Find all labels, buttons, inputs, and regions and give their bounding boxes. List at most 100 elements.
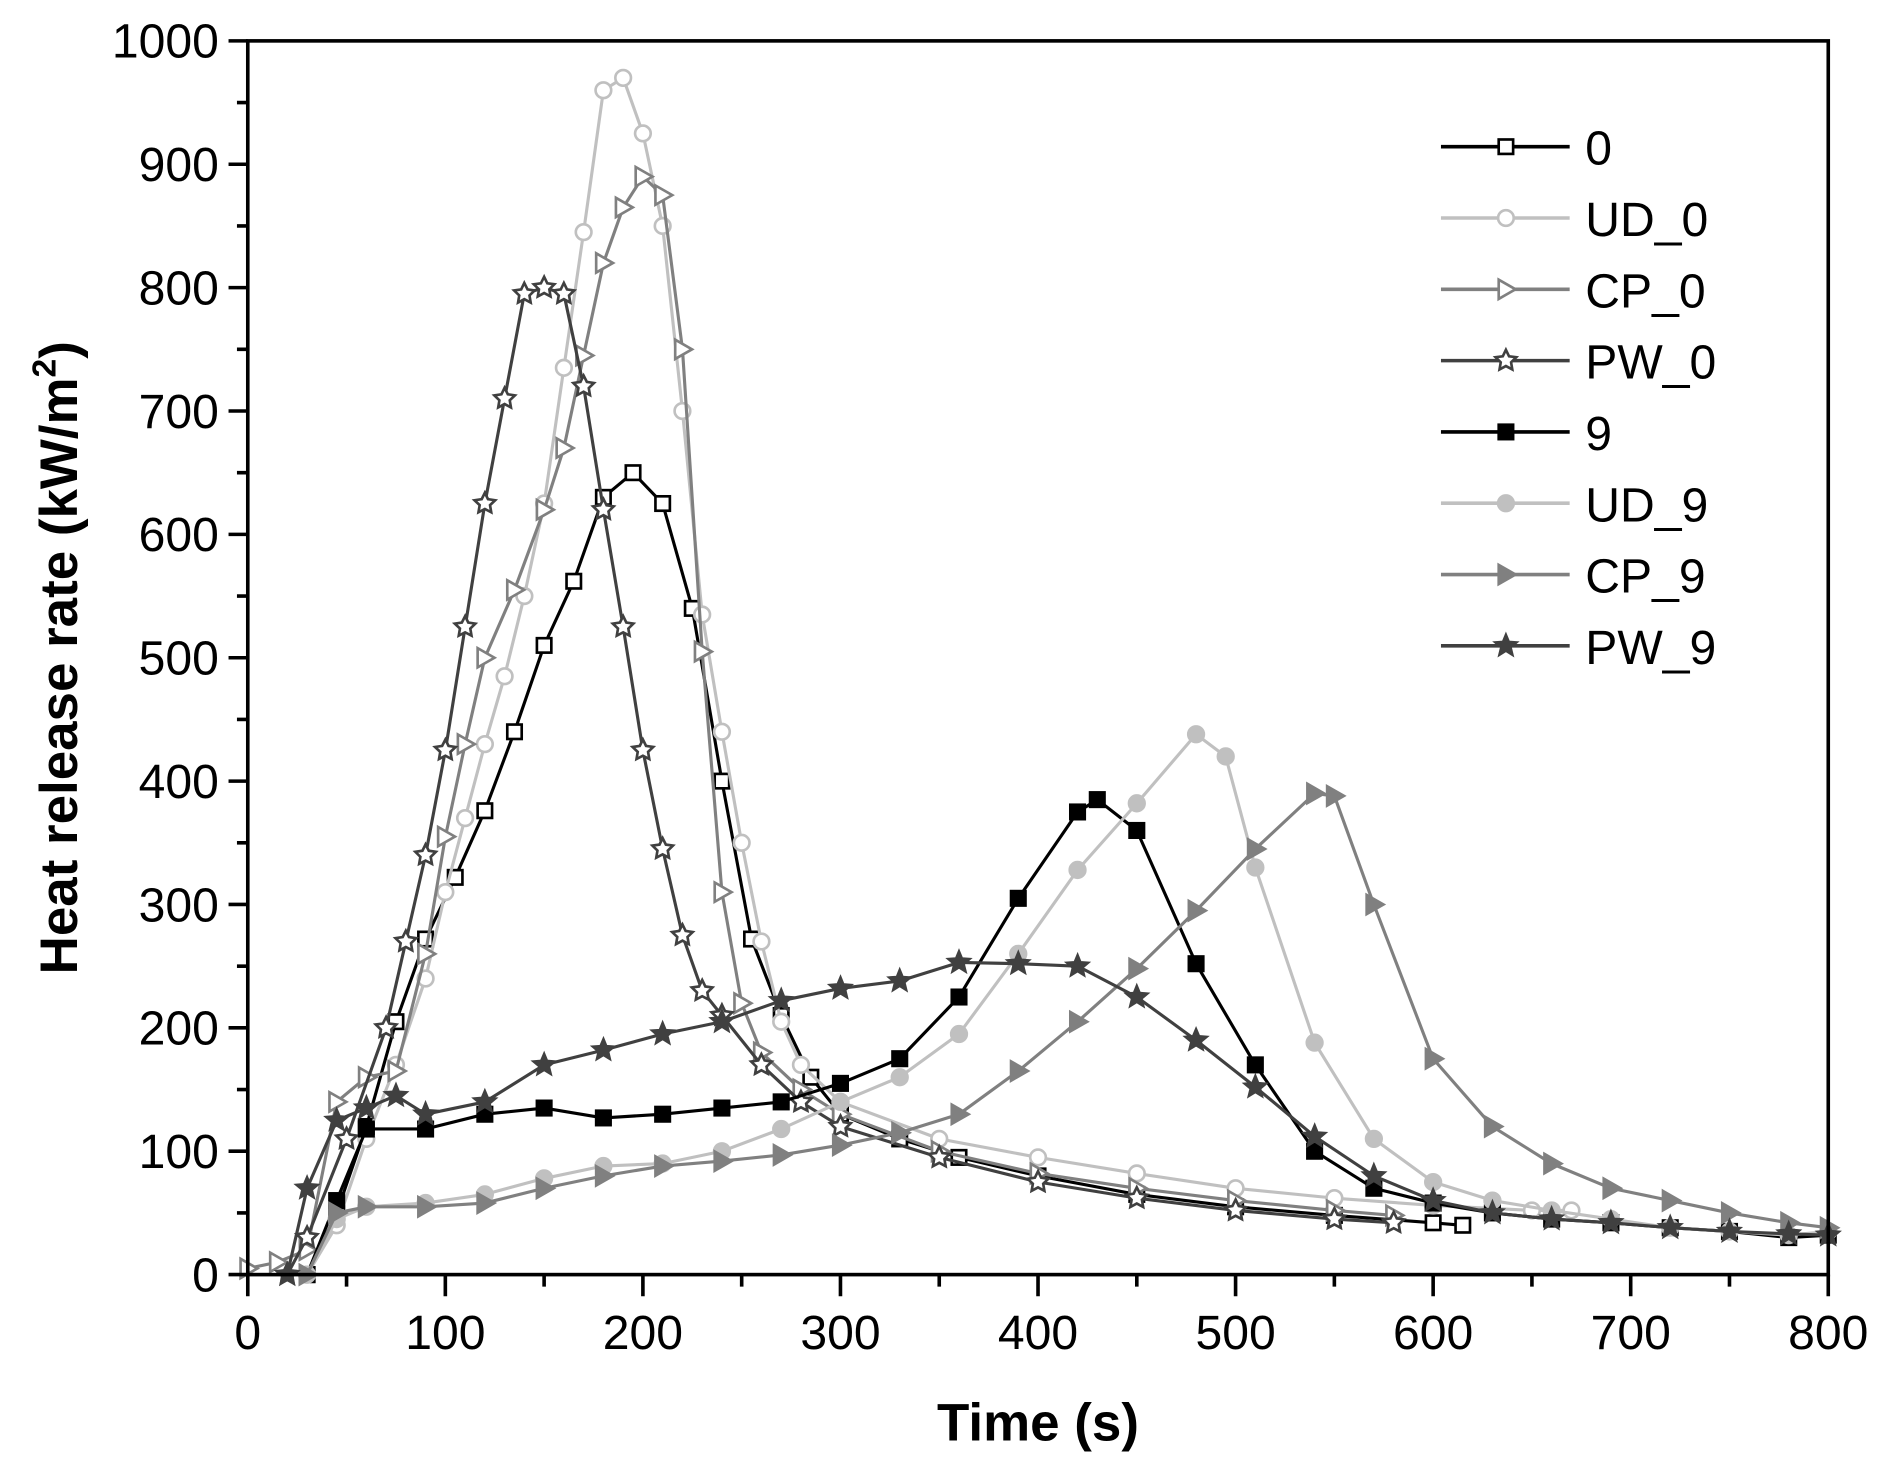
x-tick-label: 400 [998, 1306, 1078, 1360]
legend-marker [1497, 277, 1519, 302]
data-point [1424, 1046, 1446, 1071]
data-point [1321, 1205, 1348, 1231]
data-point [654, 1154, 675, 1178]
data-point [565, 572, 583, 590]
data-point [732, 833, 751, 852]
data-point [589, 1035, 617, 1062]
data-point [495, 667, 514, 686]
legend-marker [1492, 631, 1520, 658]
data-point [554, 358, 574, 377]
data-point [476, 645, 498, 670]
x-tick-label: 800 [1788, 1306, 1868, 1360]
data-point [530, 1050, 558, 1077]
data-point [1306, 1142, 1324, 1160]
data-point [1182, 1026, 1210, 1052]
data-point [392, 927, 419, 953]
data-point [1424, 1214, 1442, 1232]
data-point [673, 337, 695, 362]
data-point [886, 966, 914, 993]
data-point [1186, 725, 1206, 744]
data-point [293, 1223, 321, 1249]
x-tick-label: 200 [603, 1306, 683, 1360]
data-point [471, 489, 499, 515]
data-point [1597, 1208, 1625, 1235]
y-tick-label: 700 [139, 385, 219, 439]
data-point [1009, 1059, 1031, 1083]
data-point [654, 494, 672, 513]
data-point [831, 1133, 853, 1157]
data-point [752, 932, 771, 951]
data-point [505, 577, 527, 602]
data-point [649, 835, 676, 861]
data-point [654, 1105, 672, 1123]
data-point [1187, 898, 1209, 923]
data-point [594, 1109, 612, 1127]
data-point [950, 988, 968, 1006]
y-tick-label: 200 [139, 1002, 219, 1056]
data-point [357, 1194, 379, 1219]
data-point [1127, 794, 1146, 813]
data-point [802, 1068, 820, 1086]
legend-label: CP_0 [1585, 264, 1705, 318]
data-point [511, 279, 538, 305]
legend-label: UD_0 [1585, 193, 1708, 247]
y-tick-label: 1000 [112, 15, 219, 69]
data-point [826, 974, 855, 1000]
legend-item: UD_0 [1440, 193, 1708, 247]
data-point [505, 723, 524, 741]
legend-label: CP_9 [1585, 550, 1705, 604]
x-tick-label: 600 [1393, 1306, 1473, 1360]
data-point [594, 81, 613, 100]
data-point [1241, 1072, 1269, 1099]
data-point [733, 991, 754, 1016]
series-pw-0 [274, 273, 1407, 1286]
legend-label: PW_0 [1585, 336, 1716, 390]
data-point [1543, 1151, 1564, 1176]
y-tick-label: 600 [139, 508, 219, 562]
legend-item: 0 [1440, 122, 1612, 176]
data-point [624, 464, 642, 482]
data-point [1360, 1161, 1388, 1188]
legend-marker [1497, 562, 1519, 587]
legend-label: 9 [1585, 407, 1612, 461]
data-point [649, 1019, 677, 1046]
data-point [629, 736, 657, 762]
data-point [1088, 791, 1106, 809]
data-point [669, 921, 696, 947]
data-point [1602, 1176, 1624, 1201]
legend-item: CP_0 [1440, 264, 1706, 318]
series-ud-9 [297, 725, 1838, 1284]
data-point [1364, 1129, 1384, 1149]
y-axis-label-close: ) [30, 341, 89, 359]
x-tick-label: 500 [1195, 1306, 1275, 1360]
data-point [1656, 1213, 1684, 1240]
series-layer [239, 68, 1842, 1287]
y-axis-label: Heat release rate (kW/m2) [26, 341, 89, 974]
data-point [594, 251, 616, 275]
y-tick-label: 0 [192, 1248, 219, 1302]
legend-marker [1497, 423, 1515, 441]
x-tick-label: 300 [800, 1306, 880, 1360]
legend-label: 0 [1585, 122, 1612, 176]
data-point [1246, 837, 1268, 861]
data-point [1187, 955, 1205, 973]
y-axis-label-sup: 2 [26, 359, 63, 378]
data-point [1661, 1188, 1683, 1213]
data-point [574, 222, 593, 242]
data-point [949, 1024, 969, 1044]
data-point [412, 841, 439, 867]
data-point [713, 880, 735, 905]
data-point [1483, 1114, 1505, 1139]
data-point [550, 279, 578, 305]
data-point [1538, 1204, 1566, 1231]
legend-marker [1497, 138, 1515, 156]
series-line [285, 286, 1394, 1276]
x-tick-label: 700 [1591, 1306, 1671, 1360]
data-point [535, 497, 557, 522]
series-line [305, 798, 1829, 1276]
data-point [555, 436, 577, 460]
legend-marker [1496, 208, 1516, 228]
x-axis-label: Time (s) [937, 1394, 1139, 1453]
data-point [1009, 889, 1027, 907]
data-point [382, 1081, 410, 1108]
